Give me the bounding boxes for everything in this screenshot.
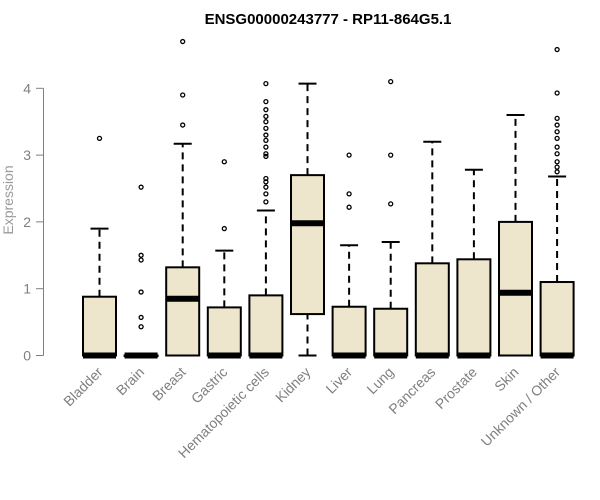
outlier-point — [554, 46, 560, 53]
x-tick-label: Brain — [113, 364, 147, 398]
outlier-point — [138, 252, 144, 258]
box-body — [206, 306, 242, 357]
y-tick-label: 0 — [23, 348, 31, 364]
box-body — [248, 294, 284, 357]
box-body — [498, 220, 533, 357]
box-body — [373, 307, 409, 357]
outlier-point — [263, 191, 269, 197]
box-lung — [373, 78, 409, 359]
chart-title: ENSG00000243777 - RP11-864G5.1 — [205, 11, 452, 28]
box-skin — [498, 114, 533, 357]
outlier-point — [263, 175, 269, 182]
y-tick-label: 2 — [23, 214, 31, 230]
outlier-point — [346, 152, 352, 158]
outlier-point — [138, 289, 144, 295]
box-body — [82, 295, 117, 357]
x-tick-label: Kidney — [272, 364, 314, 406]
box-body — [290, 174, 325, 316]
outlier-point — [180, 122, 186, 128]
outlier-point — [263, 179, 269, 185]
outlier-point — [96, 135, 103, 142]
box-breast — [165, 38, 201, 357]
outlier-point — [346, 204, 352, 210]
outlier-point — [138, 314, 144, 321]
x-tick-label: Skin — [491, 364, 522, 395]
box-brain — [123, 184, 159, 359]
outlier-point — [221, 225, 227, 232]
outlier-point — [263, 119, 269, 125]
outlier-point — [180, 38, 186, 45]
outlier-point — [263, 132, 269, 138]
y-tick-label: 3 — [23, 147, 31, 163]
outlier-point — [554, 164, 560, 170]
box-body — [414, 262, 450, 357]
outlier-point — [138, 184, 144, 190]
box-gastric — [206, 159, 242, 359]
outlier-point — [138, 257, 144, 263]
box-body — [331, 305, 367, 357]
box-body — [456, 258, 492, 357]
box-hematopoietic-cells — [248, 80, 284, 359]
outlier-point — [263, 80, 269, 87]
outlier-point — [554, 151, 560, 157]
outlier-point — [263, 99, 269, 105]
outlier-point — [346, 191, 352, 197]
outlier-point — [180, 92, 186, 98]
plot-area — [82, 38, 575, 359]
outlier-point — [263, 199, 269, 205]
outlier-point — [221, 159, 227, 165]
outlier-point — [554, 169, 560, 175]
box-pancreas — [414, 140, 450, 359]
x-tick-label: Breast — [149, 364, 189, 404]
outlier-point — [554, 129, 560, 135]
outlier-point — [263, 137, 269, 144]
box-kidney — [290, 82, 325, 357]
box-body — [539, 281, 575, 357]
y-tick-label: 4 — [23, 80, 31, 96]
box-liver — [331, 152, 367, 359]
outlier-point — [554, 115, 560, 122]
y-axis-label: Expression — [0, 165, 16, 234]
outlier-point — [263, 184, 269, 190]
outlier-point — [263, 125, 269, 132]
outlier-point — [554, 159, 560, 165]
outlier-point — [388, 78, 394, 85]
outlier-point — [388, 201, 394, 207]
x-tick-label: Lung — [363, 364, 396, 397]
outlier-point — [554, 122, 560, 128]
box-prostate — [456, 168, 492, 359]
outlier-point — [263, 153, 269, 160]
outlier-point — [263, 107, 269, 113]
outlier-point — [138, 324, 144, 330]
box-body — [165, 266, 201, 357]
x-tick-label: Bladder — [60, 364, 106, 410]
outlier-point — [554, 90, 560, 96]
outlier-point — [263, 113, 269, 120]
y-tick-label: 1 — [23, 281, 31, 297]
outlier-point — [554, 135, 560, 142]
outlier-point — [388, 152, 394, 158]
x-tick-label: Unknown / Other — [478, 364, 564, 450]
outlier-point — [263, 144, 269, 150]
x-tick-label: Prostate — [432, 364, 480, 412]
outlier-point — [263, 151, 269, 157]
x-tick-label: Liver — [322, 364, 355, 397]
outlier-point — [554, 144, 560, 150]
box-bladder — [82, 135, 117, 359]
box-unknown-other — [539, 46, 575, 359]
y-axis: 0 1 2 3 4 — [23, 80, 44, 364]
